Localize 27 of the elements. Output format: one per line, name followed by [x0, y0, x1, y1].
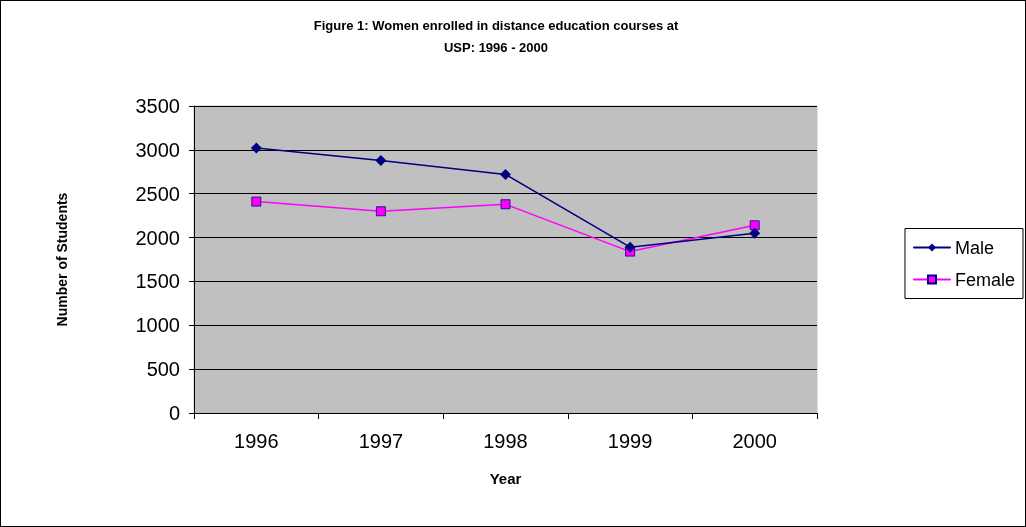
x-tick-label: 1998 — [483, 430, 528, 452]
y-tick-label: 3000 — [135, 138, 180, 161]
point — [500, 168, 511, 180]
point — [375, 154, 387, 166]
point — [624, 241, 636, 253]
y-tick-label: 2000 — [135, 226, 180, 249]
x-axis-title: Year — [489, 470, 522, 487]
y-axis-title: Number of Students — [54, 192, 70, 327]
y-tick-label: 3500 — [135, 95, 180, 117]
y-tick-label: 1000 — [135, 314, 180, 337]
point — [749, 227, 761, 239]
x-tick-label: 1999 — [607, 430, 653, 452]
y-tick-label: 0 — [168, 402, 180, 424]
point — [251, 196, 262, 207]
point — [500, 199, 511, 210]
point — [749, 220, 760, 231]
y-tick-label: 500 — [146, 358, 180, 381]
legend-label: Male — [954, 237, 994, 258]
x-tick-label: 2000 — [732, 430, 777, 452]
chart-title: Figure 1: Women enrolled in distance education courses at USP: 1996 - 2000 — [313, 17, 679, 55]
x-tick-label: 1996 — [234, 430, 279, 452]
point — [250, 142, 262, 154]
y-tick-label: 1500 — [135, 270, 180, 293]
y-tick-label: 2500 — [135, 182, 180, 205]
x-tick-label: 1997 — [358, 430, 404, 452]
point — [376, 206, 386, 217]
legend-label: Female — [954, 269, 1016, 290]
